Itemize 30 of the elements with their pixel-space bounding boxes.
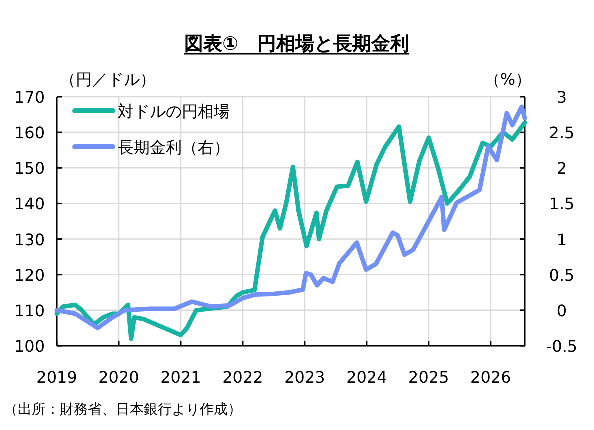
x-tick-label: 2020 [98,368,140,387]
y-tick-label: 140 [14,194,45,214]
legend-label: 対ドルの円相場 [118,102,230,121]
y-tick-label: 170 [14,88,45,107]
text: （出所：財務省、日本銀行より作成） [4,402,242,418]
y-tick-label: 110 [14,301,45,320]
y2-tick-label: 3 [556,88,568,107]
y-tick-label: 130 [14,230,45,250]
y2-axis-title: （%） [484,70,532,89]
legend-label: 長期金利（右） [118,138,230,157]
x-tick-label: 2023 [284,368,326,387]
y2-tick-label: 2.5 [549,124,575,143]
y2-tick-label: 1 [556,230,568,250]
x-tick-label: 2019 [36,368,78,387]
y-tick-label: 150 [14,159,45,178]
y2-tick-label: 1.5 [549,194,575,214]
y2-tick-label: 2 [556,159,568,178]
y2-tick-label: 0 [556,301,568,320]
y2-tick-label: -0.5 [546,337,578,356]
y-tick-label: 100 [14,337,45,356]
y-axis-title: （円／ドル） [60,70,156,89]
chart-title: 図表① 円相場と長期金利 [184,33,410,55]
x-tick-label: 2025 [408,368,450,387]
x-tick-label: 2022 [222,368,264,387]
x-tick-label: 2026 [470,368,512,387]
x-tick-label: 2021 [160,368,202,387]
y-tick-label: 160 [14,124,45,143]
y-tick-label: 120 [14,266,45,285]
y2-tick-label: 0.5 [549,266,575,285]
x-tick-label: 2024 [346,368,388,387]
